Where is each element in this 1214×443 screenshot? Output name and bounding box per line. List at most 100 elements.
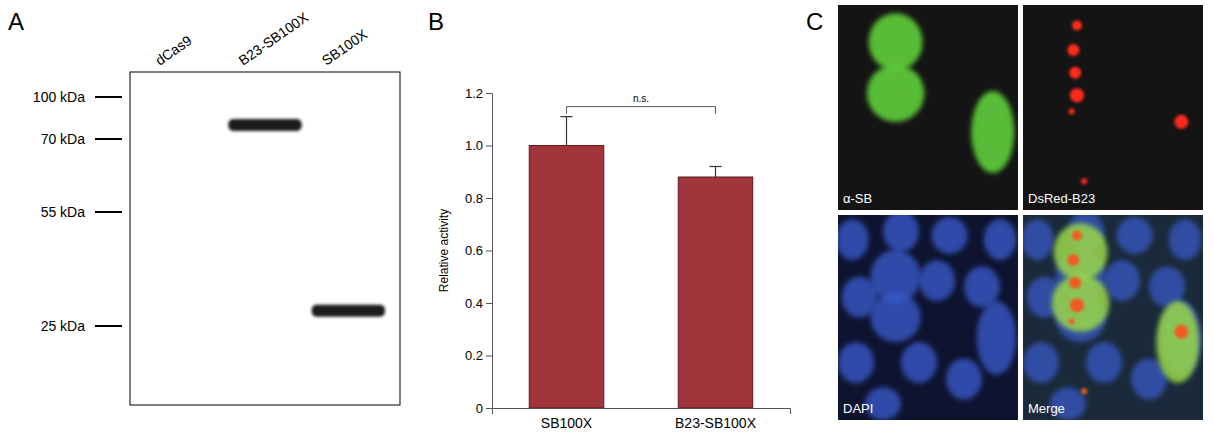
blot-band (228, 119, 301, 131)
marker-tick (95, 138, 122, 140)
y-tick: 0.8 (465, 191, 492, 206)
nucleolus (1072, 231, 1082, 241)
panel-letter: A (8, 8, 24, 35)
x-tick: B23-SB100X (675, 408, 757, 431)
nucleolus (1069, 319, 1075, 325)
nucleolus (1070, 88, 1084, 102)
nucleus (1023, 342, 1059, 383)
nucleolus (1067, 254, 1079, 266)
nucleus (932, 217, 968, 254)
annotation: n.s. (633, 93, 649, 104)
nucleus (919, 260, 955, 301)
nucleus (1086, 342, 1122, 383)
y-tick: 0.2 (465, 348, 492, 363)
y-tick-label: 1.2 (465, 86, 483, 101)
y-tick-label: 0.4 (465, 296, 483, 311)
x-tick-label: SB100X (541, 415, 593, 431)
y-tick: 0 (476, 401, 492, 416)
y-axis-title: Relative activity (437, 209, 451, 292)
y-axis-line (492, 94, 493, 409)
marker-label: 70 kDa (41, 131, 86, 147)
nucleolus (1174, 115, 1188, 129)
x-tick-label: B23-SB100X (675, 415, 757, 431)
nucleolus (1069, 67, 1081, 79)
y-tick-mark (486, 93, 492, 94)
y-tick-label: 0 (476, 401, 483, 416)
y-tick-label: 0.2 (465, 348, 483, 363)
x-axis-line (493, 409, 791, 415)
nucleus (964, 266, 1000, 307)
y-tick-mark (486, 408, 492, 409)
y-tick-mark (486, 356, 492, 357)
nucleolus (1081, 388, 1087, 394)
micrograph-label: Merge (1028, 401, 1065, 416)
figure: A B C 100 kDa 70 kDa 55 kDa 25 kDa dCas9 B23-SB1… (0, 0, 1214, 443)
error-bar-cap (710, 166, 722, 167)
micrograph-label: α-SB (843, 191, 872, 206)
error-bar-stem (715, 167, 716, 178)
lane-label: B23-SB100X (236, 9, 312, 69)
micrograph-label: DsRed-B23 (1028, 191, 1095, 206)
nucleus (1156, 301, 1199, 383)
nucleus (869, 13, 923, 70)
nucleus (971, 91, 1014, 173)
marker-tick (95, 96, 122, 98)
nucleolus (1072, 21, 1082, 31)
nucleus (1054, 223, 1108, 280)
micrograph-label: DAPI (843, 401, 873, 416)
marker-label: 25 kDa (41, 318, 86, 334)
micrograph: DsRed-B23 (1023, 5, 1203, 210)
plot-marks (529, 117, 753, 408)
blot-panel: 100 kDa 70 kDa 55 kDa 25 kDa dCas9 B23-SB100X… (33, 9, 400, 405)
nucleus (867, 64, 925, 121)
error-bar (710, 167, 722, 178)
nucleolus (1070, 298, 1084, 312)
y-tick-mark (486, 198, 492, 199)
nucleus (977, 301, 1017, 375)
marker-tick (95, 325, 122, 327)
y-tick: 0.6 (465, 243, 492, 258)
marker-label: 100 kDa (33, 89, 85, 105)
error-bar (561, 117, 573, 146)
y-axis: 0 0.2 0.4 0.6 0.8 1.0 1.2 (465, 86, 493, 416)
nucleolus (1069, 109, 1075, 115)
lane-label: SB100X (319, 26, 371, 69)
bar (678, 177, 753, 408)
y-tick-label: 1.0 (465, 138, 483, 153)
y-tick: 1.0 (465, 138, 492, 153)
nucleus (870, 293, 920, 342)
micrograph: Merge (1021, 211, 1203, 420)
nucleolus (1067, 44, 1079, 56)
nucleus (1023, 219, 1054, 260)
bar (529, 146, 604, 409)
y-tick-mark (486, 146, 492, 147)
nucleus (1052, 274, 1110, 331)
panel-letter: B (428, 8, 444, 35)
marker-tick (95, 211, 122, 213)
marker-label: 55 kDa (41, 204, 86, 220)
nucleus (838, 219, 869, 260)
micrograph-background (1023, 5, 1203, 210)
micrograph: α-SB (838, 5, 1018, 210)
micrograph: DAPI (836, 211, 1018, 420)
y-tick-label: 0.6 (465, 243, 483, 258)
y-tick-mark (486, 303, 492, 304)
x-tick: SB100X (541, 408, 593, 431)
lane-label: dCas9 (152, 32, 195, 68)
y-tick: 0.4 (465, 296, 492, 311)
micrograph-background (838, 5, 1018, 210)
x-axis: SB100X B23-SB100X (493, 408, 791, 431)
nucleus (1149, 266, 1185, 307)
y-tick: 1.2 (465, 86, 492, 101)
nucleus (984, 219, 1016, 260)
nucleus (883, 215, 919, 252)
nucleus (901, 342, 937, 383)
bar-chart: 0 0.2 0.4 0.6 0.8 1.0 1.2 SB100X B23-SB100X Relat… (437, 86, 791, 431)
nucleus (1104, 260, 1140, 301)
blot-band (312, 305, 385, 317)
nucleus (946, 359, 982, 400)
panel-letter: C (806, 8, 823, 35)
nucleolus (1174, 325, 1188, 339)
error-bar-stem (566, 117, 567, 146)
nucleus (1117, 217, 1153, 254)
